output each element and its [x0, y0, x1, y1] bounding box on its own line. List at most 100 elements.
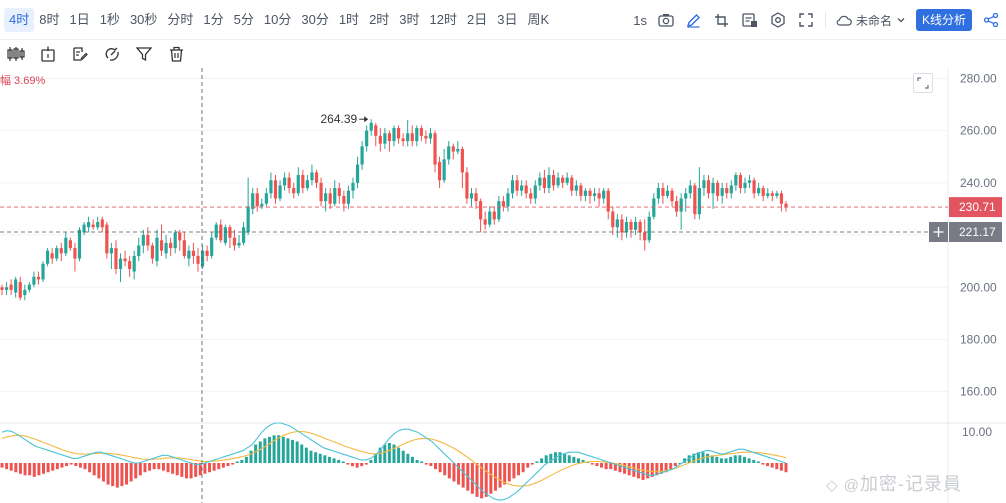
macd-histogram-bar	[148, 463, 152, 471]
macd-histogram-bar	[212, 463, 216, 471]
layout-name-menu[interactable]: 未命名	[836, 8, 906, 32]
toolbar-divider	[824, 12, 826, 28]
save-template-icon[interactable]	[741, 8, 759, 32]
candle-body	[592, 193, 597, 196]
macd-dif-line	[1, 422, 787, 501]
interval-tab[interactable]: 分时	[167, 12, 194, 27]
settings-icon[interactable]	[769, 8, 787, 32]
candle-body	[647, 216, 651, 241]
macd-histogram-bar	[231, 463, 235, 465]
candle-body	[661, 188, 665, 196]
camera-icon[interactable]	[657, 8, 675, 32]
candle-body	[355, 164, 360, 183]
macd-histogram-bar	[309, 450, 313, 463]
refresh-rate-selector[interactable]: 1s	[633, 8, 647, 32]
crop-icon[interactable]	[713, 8, 731, 32]
candle-body	[246, 206, 250, 233]
candlestick-type-icon[interactable]	[6, 44, 26, 64]
candle-body	[228, 227, 232, 238]
candle-body	[269, 180, 273, 194]
candle-body	[684, 193, 688, 199]
interval-tab[interactable]: 1分	[203, 12, 224, 27]
interval-tab[interactable]: 3时	[399, 12, 420, 27]
pencil-icon[interactable]	[685, 8, 703, 32]
candle-body	[64, 237, 68, 254]
macd-histogram-bar	[5, 463, 9, 470]
trash-icon[interactable]	[166, 44, 186, 64]
macd-histogram-bar	[0, 463, 4, 468]
candle-body	[606, 190, 610, 212]
interval-tab[interactable]: 1日	[69, 12, 90, 27]
candle-body	[410, 133, 414, 142]
candle-body	[4, 287, 9, 290]
macd-histogram-bar	[406, 453, 410, 463]
price-axis-area	[948, 68, 1006, 503]
interval-tab[interactable]: 5分	[233, 12, 254, 27]
macd-histogram-bar	[613, 463, 617, 471]
candle-body	[501, 201, 505, 207]
interval-tab[interactable]: 3日	[497, 12, 518, 27]
macd-histogram-bar	[429, 463, 433, 467]
candle-body	[105, 224, 109, 254]
macd-histogram-bar	[544, 455, 548, 463]
interval-tab[interactable]: 1时	[338, 12, 360, 27]
interval-tab[interactable]: 30分	[301, 12, 329, 27]
interval-tab[interactable]: 周K	[527, 12, 550, 27]
macd-histogram-bar	[756, 461, 760, 463]
candle-body	[0, 287, 4, 290]
candle-body	[301, 175, 305, 189]
candle-body	[27, 284, 31, 290]
macd-histogram-bar	[318, 453, 322, 463]
candle-body	[588, 190, 592, 196]
candle-body	[23, 289, 27, 296]
fullscreen-icon[interactable]	[797, 8, 815, 32]
candle-body	[638, 222, 642, 233]
macd-histogram-bar	[369, 459, 373, 463]
indicator-add-icon[interactable]	[38, 44, 58, 64]
filter-icon[interactable]	[134, 44, 154, 64]
kline-analysis-label: K线分析	[915, 9, 972, 31]
macd-histogram-bar	[609, 463, 613, 470]
kline-analysis-button[interactable]: K线分析	[915, 8, 972, 32]
candle-body	[273, 180, 278, 199]
candle-body	[720, 188, 724, 196]
magnet-icon[interactable]	[102, 44, 122, 64]
interval-tab[interactable]: 30秒	[129, 12, 158, 27]
candle-body	[264, 193, 268, 204]
interval-tab[interactable]: 4时	[4, 8, 35, 32]
interval-tab[interactable]: 2日	[467, 12, 488, 27]
macd-histogram-bar	[166, 463, 170, 473]
macd-histogram-bar	[9, 463, 13, 471]
candle-body	[615, 219, 619, 228]
macd-histogram-bar	[46, 463, 50, 473]
price-labels: 230.71 221.17	[929, 197, 1002, 243]
edit-indicator-icon[interactable]	[70, 44, 90, 64]
macd-histogram-bar	[572, 456, 576, 463]
interval-tab[interactable]: 10分	[263, 12, 292, 27]
macd-histogram-bar	[424, 463, 428, 465]
candle-body	[652, 198, 656, 217]
candle-body	[328, 193, 332, 204]
macd-histogram-bar	[300, 444, 304, 463]
macd-histogram-bar	[420, 461, 424, 463]
top-toolbar: 4时 8时 1日 1秒 30秒 分时 1分 5分 10分 30分 1时 2时 3时 12时 2日 3日 周K 1…	[0, 0, 1006, 40]
price-tick-label: 160.00	[960, 385, 997, 399]
macd-histogram-bar	[184, 463, 188, 479]
candle-body	[670, 190, 674, 202]
candle-body	[761, 188, 765, 196]
candle-body	[565, 177, 569, 183]
interval-tab[interactable]: 8时	[39, 12, 60, 27]
macd-histogram-bar	[115, 463, 119, 488]
share-icon[interactable]	[982, 8, 1000, 32]
expand-chart-button[interactable]	[913, 73, 933, 93]
candle-body	[396, 128, 401, 139]
macd-histogram-bar	[244, 456, 248, 463]
macd-histogram-bar	[208, 463, 212, 473]
macd-histogram-bar	[97, 463, 101, 479]
interval-tab[interactable]: 1秒	[99, 12, 120, 27]
macd-histogram-bar	[397, 447, 401, 463]
candlestick-chart[interactable]: 280.00260.00240.00220.00200.00180.00160.…	[0, 68, 1006, 503]
interval-tab[interactable]: 12时	[429, 12, 457, 27]
interval-tab[interactable]: 2时	[369, 12, 390, 27]
macd-histogram-bar	[470, 463, 474, 494]
